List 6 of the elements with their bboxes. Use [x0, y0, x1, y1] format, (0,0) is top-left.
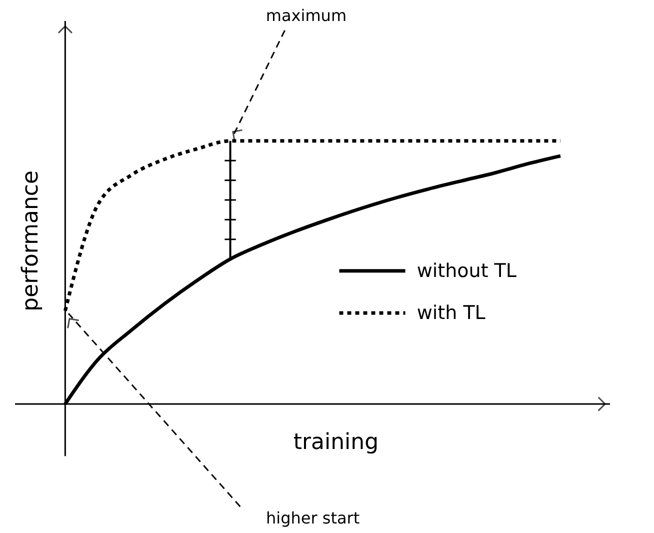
legend-label: with TL: [416, 302, 486, 324]
text: higher start: [266, 508, 360, 528]
y-axis-title: performance: [18, 170, 44, 312]
text: maximum: [266, 6, 347, 25]
legend-label: without TL: [416, 260, 517, 282]
x-axis-title: training: [293, 430, 379, 456]
